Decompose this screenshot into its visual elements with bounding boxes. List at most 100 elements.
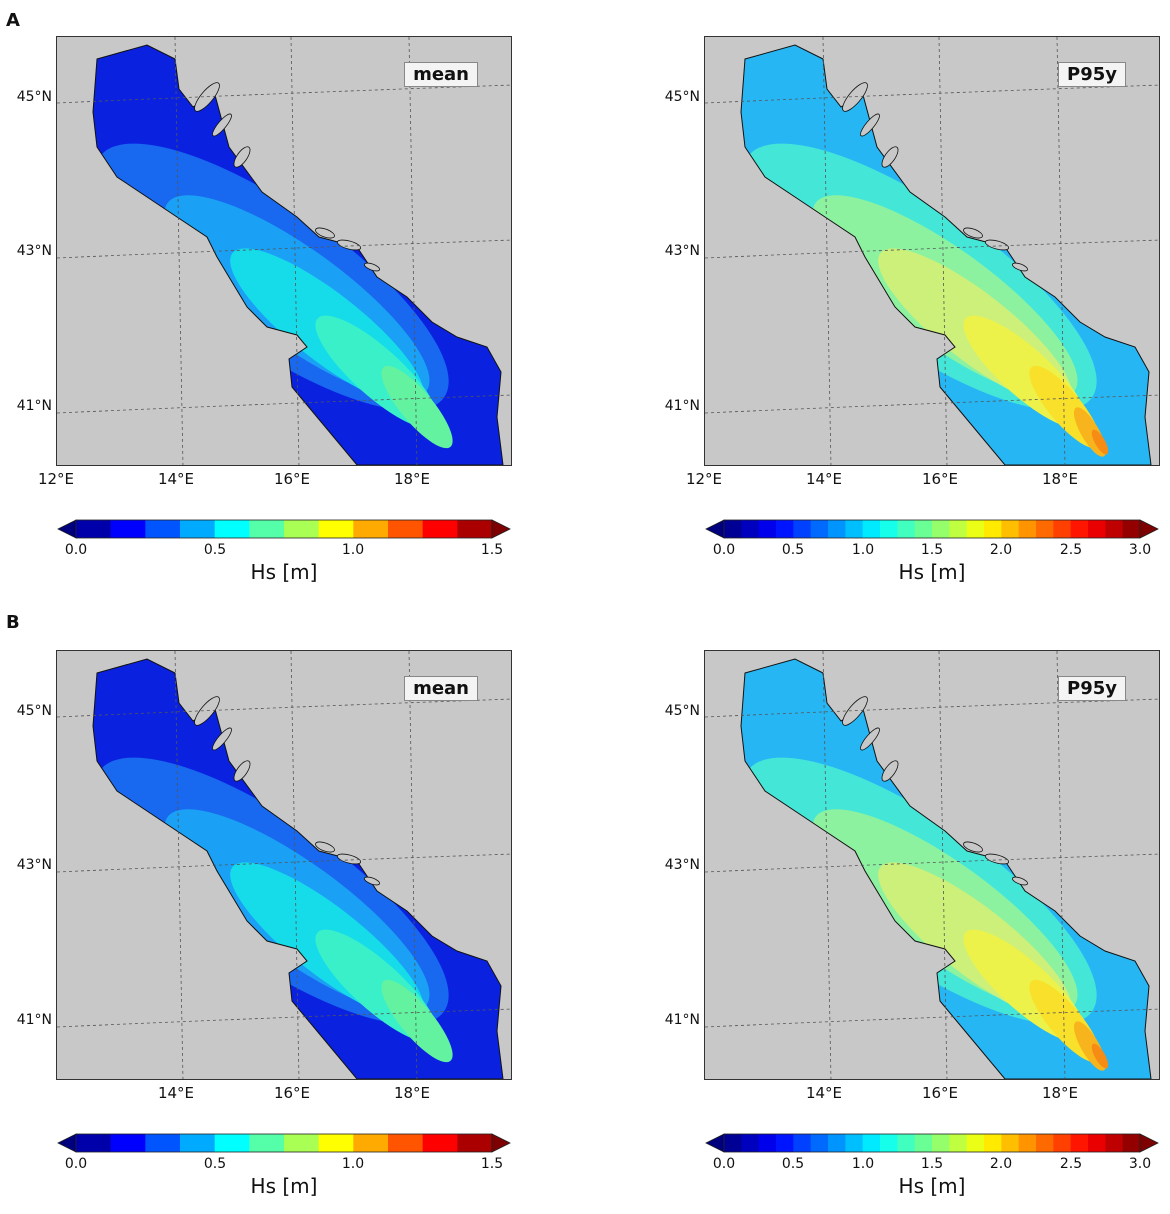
colorbar-frame (723, 1133, 1141, 1153)
colorbar-segment (932, 1134, 950, 1152)
colorbar-segment (793, 1134, 812, 1152)
colorbar-segment (880, 1134, 898, 1152)
sea-level (381, 979, 453, 1063)
lon-label: 14°E (805, 470, 843, 488)
island (364, 262, 380, 272)
map-area (56, 36, 512, 466)
colorbar-tick: 1.5 (920, 1156, 944, 1172)
latitude-gridline (705, 239, 1159, 259)
colorbar-extend-low (57, 519, 77, 539)
colorbar-tick: 1.0 (341, 542, 365, 558)
colorbar-segment (1088, 520, 1106, 538)
coastline (92, 658, 504, 1079)
latitude-gridline (57, 853, 511, 873)
colorbar-segment (110, 1134, 146, 1152)
colorbar-segment (1018, 520, 1037, 538)
colorbar-extend-high (491, 519, 511, 539)
colorbar-extend-low (705, 1133, 725, 1153)
colorbar-segment (422, 1134, 458, 1152)
island (1012, 876, 1028, 886)
colorbar-segment (1088, 1134, 1106, 1152)
colorbar-segment (758, 520, 777, 538)
map-area (56, 650, 512, 1080)
lat-label: 43°N (664, 857, 700, 873)
colorbar-segment (180, 1134, 216, 1152)
island (860, 113, 880, 137)
colorbar-frame (75, 1133, 493, 1153)
coastline (740, 658, 1152, 1079)
map-area (704, 650, 1160, 1080)
colorbar-frame (75, 519, 493, 539)
lon-label: 16°E (273, 1084, 311, 1102)
colorbar-segment (1053, 1134, 1072, 1152)
map-panel-b-p95y: P95y 45°N 43°N 41°N 14°E 16°E 18°E (665, 650, 1160, 1102)
colorbar-segment (984, 520, 1002, 538)
map-panel-a-p95y: P95y 45°N 43°N 41°N 12°E 14°E 16°E 18°E (665, 36, 1160, 488)
colorbar-segment (810, 520, 829, 538)
colorbar-segment (724, 1134, 742, 1152)
colorbar-segment (776, 1134, 794, 1152)
lat-label: 45°N (664, 89, 700, 105)
colorbar-segment (1053, 520, 1072, 538)
island (984, 853, 1010, 865)
colorbar-segment (1036, 520, 1054, 538)
colorbar-segment (845, 1134, 864, 1152)
colorbar-segment (758, 1134, 777, 1152)
row-label-b: B (6, 612, 20, 633)
colorbar-tick: 1.0 (341, 1156, 365, 1172)
colorbar-segment (914, 520, 933, 538)
latitude-gridline (705, 698, 1159, 718)
colorbar-gradient (705, 1133, 1159, 1153)
colorbar-b-mean: 0.0 0.5 1.0 1.5 Hs [m] (56, 1130, 512, 1200)
lon-label: 18°E (393, 470, 431, 488)
colorbar-gradient (705, 519, 1159, 539)
latitude-gridline (57, 698, 511, 718)
colorbar-segment (1036, 1134, 1054, 1152)
colorbar-segment (776, 520, 794, 538)
map-area (704, 36, 1160, 466)
colorbar-segment (741, 1134, 760, 1152)
colorbar-label: Hs [m] (250, 1174, 318, 1198)
lon-label: 14°E (805, 1084, 843, 1102)
map-panel-a-mean: mean 45°N 43°N 41°N 12°E 14°E 16°E 18°E (17, 36, 512, 488)
colorbar-segment (741, 520, 760, 538)
island (336, 853, 362, 865)
colorbar-segment (214, 520, 250, 538)
latitude-gridline (705, 1008, 1159, 1028)
colorbar-segment (284, 1134, 320, 1152)
colorbar-segment (984, 1134, 1002, 1152)
colorbar-tick: 0.5 (781, 542, 805, 558)
sea-contours (57, 37, 511, 465)
colorbar-tick: 0.0 (712, 542, 736, 558)
lon-label: 16°E (273, 470, 311, 488)
colorbar-tick: 2.0 (989, 1156, 1013, 1172)
colorbar-segment (1001, 1134, 1020, 1152)
island (881, 760, 899, 782)
colorbar-segment (1070, 520, 1089, 538)
colorbar-segment (966, 1134, 985, 1152)
colorbar-segment (388, 1134, 424, 1152)
colorbar-b-p95y: 0.0 0.5 1.0 1.5 2.0 2.5 3.0 Hs [m] (704, 1130, 1160, 1200)
island (881, 146, 899, 168)
colorbar-extend-high (1139, 519, 1159, 539)
island (984, 239, 1010, 251)
colorbar-segment (828, 520, 846, 538)
colorbar-segment (1070, 1134, 1089, 1152)
lon-label: 16°E (921, 470, 959, 488)
colorbar-tick: 0.5 (203, 542, 227, 558)
colorbar-segment (1122, 520, 1141, 538)
colorbar-segment (862, 1134, 881, 1152)
lon-label: 14°E (157, 470, 195, 488)
panel-tag: P95y (1058, 676, 1126, 701)
lat-label: 43°N (16, 243, 52, 259)
lat-label: 45°N (16, 89, 52, 105)
lat-label: 41°N (16, 398, 52, 414)
colorbar-tick: 2.5 (1059, 542, 1083, 558)
colorbar-segment (388, 520, 424, 538)
colorbar-gradient (57, 519, 511, 539)
island (860, 727, 880, 751)
colorbar-segment (897, 1134, 916, 1152)
colorbar-gradient (57, 1133, 511, 1153)
colorbar-segment (353, 1134, 389, 1152)
island (1012, 262, 1028, 272)
